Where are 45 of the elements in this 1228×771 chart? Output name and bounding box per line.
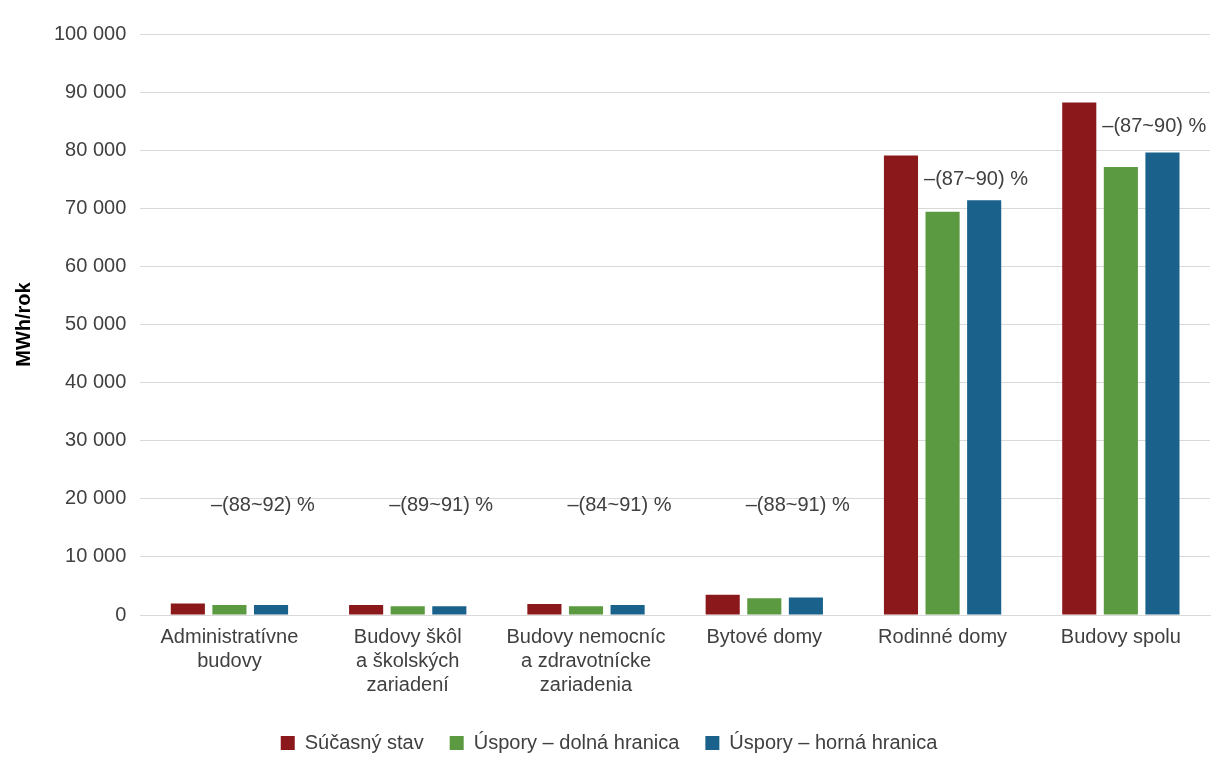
- annotation: –(88~91) %: [745, 492, 850, 515]
- legend-label: Súčasný stav: [304, 730, 424, 753]
- y-tick-label: 90 000: [65, 79, 127, 102]
- y-tick-label: 10 000: [65, 544, 127, 567]
- bar: [527, 603, 562, 615]
- bar: [1062, 102, 1097, 615]
- y-tick-label: 70 000: [65, 195, 127, 218]
- y-axis-title: MWh/rok: [11, 281, 34, 367]
- bar: [212, 605, 247, 615]
- y-tick-label: 60 000: [65, 253, 127, 276]
- x-tick-label: Administratívne budovy: [160, 624, 299, 671]
- bar: [883, 155, 919, 615]
- bar: [432, 606, 467, 615]
- annotation: –(87~90) %: [924, 166, 1029, 189]
- bar: [788, 597, 823, 615]
- bar: [390, 606, 425, 615]
- bar: [253, 605, 289, 615]
- annotation: –(87~90) %: [1102, 114, 1207, 137]
- bar: [967, 200, 1002, 615]
- y-tick-label: 30 000: [65, 428, 127, 451]
- x-tick-label: Budovy škôl a školských zariadení: [353, 624, 462, 695]
- bar: [349, 605, 384, 615]
- y-tick-label: 80 000: [65, 137, 127, 160]
- bar: [705, 594, 740, 615]
- x-tick-label: Bytové domy: [706, 624, 823, 647]
- bar: [610, 605, 645, 615]
- x-tick-label: Rodinné domy: [878, 624, 1008, 647]
- annotation: –(89~91) %: [389, 492, 494, 515]
- bar: [568, 606, 604, 615]
- bar: [170, 603, 205, 615]
- y-tick-label: 50 000: [65, 312, 127, 335]
- y-tick-label: 100 000: [54, 21, 127, 44]
- bar: [925, 211, 960, 615]
- y-tick-label: 0: [115, 602, 127, 625]
- bar: [1145, 152, 1180, 615]
- y-tick-label: 20 000: [65, 486, 127, 509]
- bar: [747, 598, 782, 615]
- x-tick-label: Budovy nemocníc a zdravotnícke zariadenia: [506, 624, 666, 695]
- legend-label: Úspory – horná hranica: [729, 730, 939, 753]
- legend-label: Úspory – dolná hranica: [473, 730, 681, 753]
- annotation: –(84~91) %: [567, 492, 672, 515]
- y-tick-label: 40 000: [65, 370, 127, 393]
- bar: [1103, 167, 1138, 615]
- annotation: –(88~92) %: [210, 492, 316, 515]
- x-tick-label: Budovy spolu: [1060, 624, 1181, 647]
